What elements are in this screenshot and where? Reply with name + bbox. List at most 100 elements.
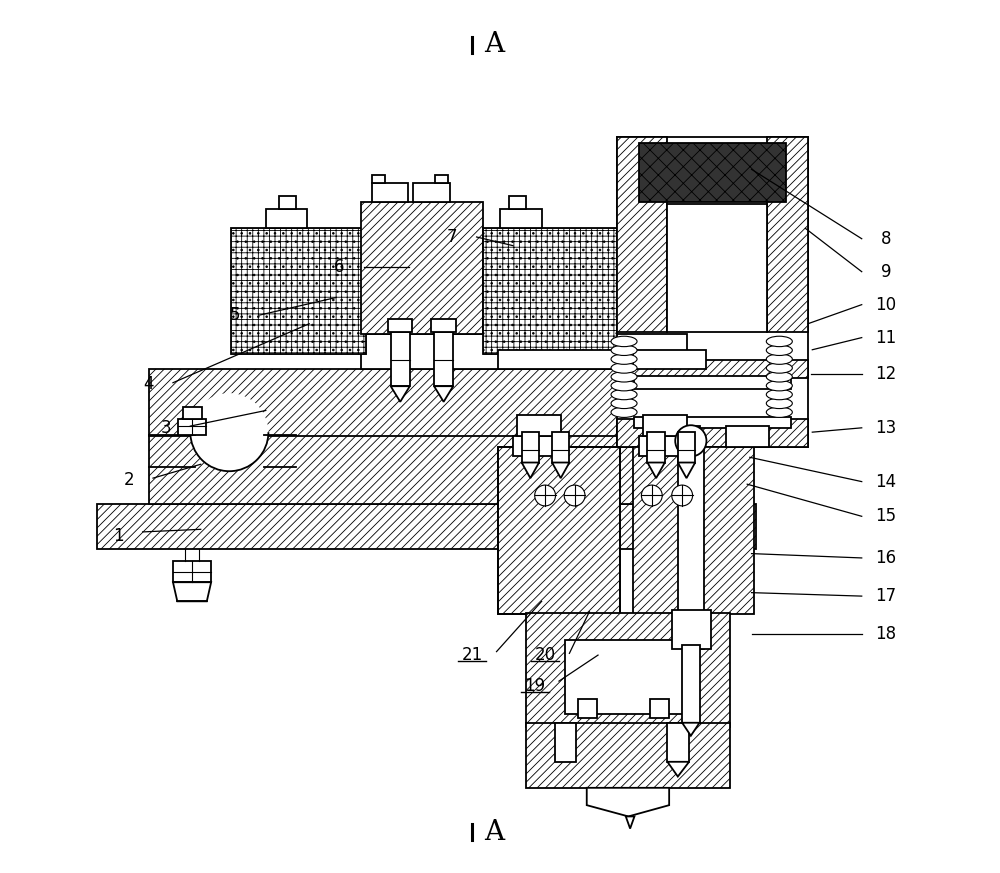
Polygon shape (678, 463, 695, 478)
Bar (361, 203, 483, 334)
Bar (183, 407, 202, 419)
Polygon shape (626, 816, 634, 828)
Bar (372, 175, 385, 183)
Polygon shape (682, 723, 700, 736)
Bar (639, 436, 691, 456)
Bar (634, 375, 791, 388)
Ellipse shape (766, 336, 792, 347)
Bar (565, 641, 691, 714)
Bar (552, 432, 569, 463)
Bar (639, 143, 786, 203)
Circle shape (564, 485, 585, 505)
Text: 4: 4 (143, 375, 154, 394)
Bar (667, 723, 689, 762)
Text: 14: 14 (875, 472, 897, 491)
Ellipse shape (766, 381, 792, 391)
Bar (678, 432, 695, 463)
Bar (634, 417, 791, 428)
Ellipse shape (611, 389, 637, 400)
Text: 9: 9 (881, 263, 891, 281)
Bar (149, 435, 691, 505)
Bar (667, 204, 767, 333)
Bar (149, 368, 691, 436)
Polygon shape (587, 787, 669, 816)
Text: 15: 15 (875, 507, 897, 526)
Ellipse shape (766, 398, 792, 409)
Ellipse shape (766, 407, 792, 417)
Ellipse shape (766, 363, 792, 373)
Bar (361, 334, 687, 368)
Ellipse shape (611, 345, 637, 355)
Ellipse shape (766, 354, 792, 364)
Bar (498, 350, 637, 368)
Text: 12: 12 (875, 365, 897, 383)
Polygon shape (173, 582, 211, 601)
Bar (526, 723, 730, 787)
Ellipse shape (611, 363, 637, 373)
Text: A: A (484, 31, 505, 58)
Text: A: A (484, 819, 505, 846)
Polygon shape (434, 386, 453, 402)
Text: 8: 8 (881, 230, 891, 248)
Bar (498, 447, 620, 615)
Bar (647, 432, 665, 463)
Ellipse shape (611, 407, 637, 417)
Text: 6: 6 (334, 258, 345, 277)
Bar (231, 229, 366, 354)
Bar (526, 613, 730, 727)
Bar (517, 415, 561, 436)
Bar (555, 723, 576, 762)
Circle shape (672, 485, 693, 505)
Polygon shape (391, 386, 410, 402)
Bar (388, 320, 412, 333)
Ellipse shape (611, 354, 637, 364)
Text: 17: 17 (875, 588, 897, 605)
Bar (434, 333, 453, 386)
Bar (522, 432, 539, 463)
Bar (178, 419, 206, 435)
Bar (643, 415, 687, 436)
Text: 5: 5 (230, 306, 241, 324)
Ellipse shape (611, 381, 637, 391)
Bar (509, 196, 526, 210)
Bar (97, 505, 756, 549)
Ellipse shape (611, 372, 637, 382)
Bar (617, 361, 808, 377)
Text: 10: 10 (875, 296, 897, 313)
Bar (173, 560, 211, 582)
Bar (483, 229, 617, 354)
Text: 20: 20 (535, 646, 556, 664)
Text: 16: 16 (875, 549, 897, 567)
Bar (617, 419, 808, 447)
Circle shape (535, 485, 556, 505)
Bar (767, 137, 808, 333)
Bar (372, 183, 408, 203)
Circle shape (641, 485, 662, 505)
Text: 2: 2 (123, 471, 134, 489)
Bar (435, 175, 448, 183)
Ellipse shape (766, 372, 792, 382)
Bar (498, 447, 620, 615)
Polygon shape (522, 463, 539, 478)
Bar (500, 210, 542, 229)
Bar (483, 229, 617, 354)
Ellipse shape (611, 336, 637, 347)
Text: 19: 19 (524, 677, 545, 695)
Bar (231, 229, 366, 354)
Ellipse shape (766, 345, 792, 355)
Bar (266, 210, 307, 229)
Bar (617, 137, 667, 333)
Bar (678, 447, 704, 649)
Circle shape (675, 425, 706, 457)
Circle shape (190, 393, 268, 471)
Text: 18: 18 (875, 625, 897, 643)
Text: 7: 7 (447, 228, 458, 246)
Bar (726, 426, 769, 447)
Ellipse shape (766, 389, 792, 400)
Bar (656, 426, 700, 447)
Bar (633, 447, 754, 615)
Polygon shape (647, 463, 665, 478)
Polygon shape (667, 762, 689, 777)
Bar (513, 436, 565, 456)
Polygon shape (552, 463, 569, 478)
